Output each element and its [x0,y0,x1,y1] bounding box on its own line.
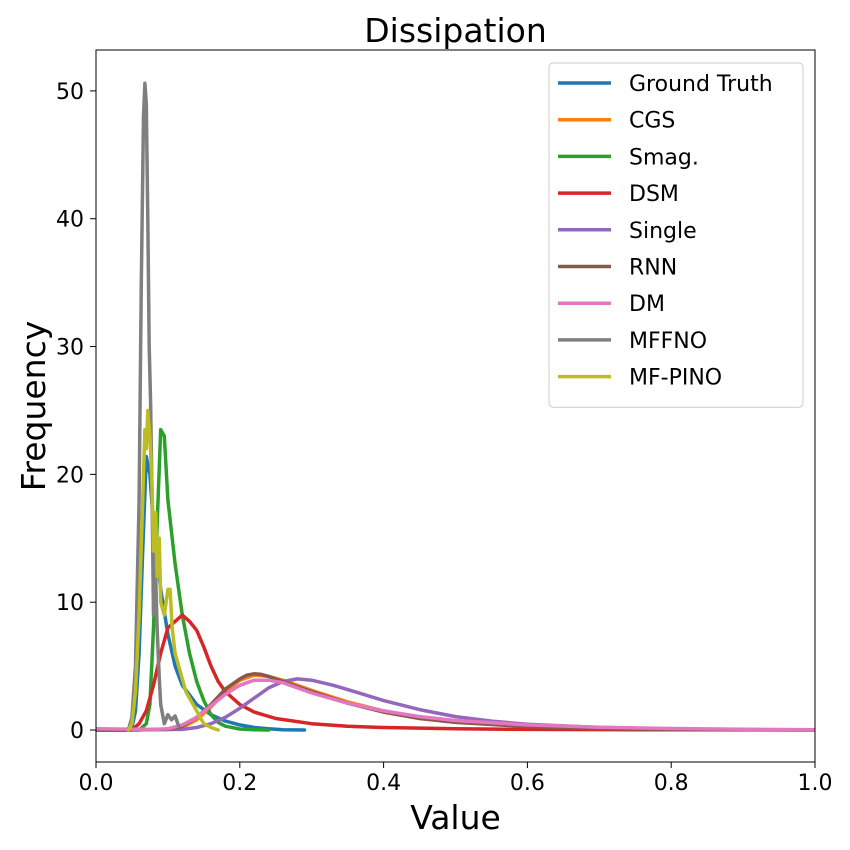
legend-label-dsm: DSM [629,182,679,207]
y-tick-label: 30 [56,336,84,361]
x-tick-label: 0.4 [366,771,401,796]
x-tick-label: 0.0 [79,771,114,796]
legend-label-cgs: CGS [629,109,675,134]
legend-box [548,62,804,408]
y-tick-label: 10 [56,591,84,616]
chart-title: Dissipation [364,11,547,50]
x-axis-label: Value [410,798,501,837]
x-tick-label: 0.8 [654,771,689,796]
legend-label-rnn: RNN [629,256,677,281]
plot-frame [95,49,816,763]
x-tick-label: 0.2 [222,771,257,796]
legend-label-mf-pino: MF-PINO [629,366,722,391]
y-tick-label: 50 [56,80,84,105]
legend: Ground Truth CGS Smag. DSM Single RNN DM MFFNO M… [548,62,804,408]
series-line-dsm [96,613,815,732]
legend-label-single: Single [629,219,697,244]
x-tick-label: 0.6 [510,771,545,796]
legend-label-ground-truth: Ground Truth [629,72,773,97]
legend-label-mffno: MFFNO [629,329,707,354]
legend-label-smag: Smag. [629,145,699,170]
y-tick-label: 20 [56,463,84,488]
legend-label-dm: DM [629,292,665,317]
series-layer [96,81,815,732]
x-tick-label: 1.0 [798,771,833,796]
series-line-dm [96,678,815,732]
legend-items: Ground Truth CGS Smag. DSM Single RNN DM MFFNO M… [558,72,773,391]
y-tick-label: 0 [70,719,84,744]
series-line-mf-pino [126,408,220,732]
y-tick-label: 40 [56,208,84,233]
ticks-layer: 0.0 0.2 0.4 0.6 0.8 1.0 0 10 20 30 40 50 [56,80,833,796]
y-axis-label: Frequency [14,321,53,491]
